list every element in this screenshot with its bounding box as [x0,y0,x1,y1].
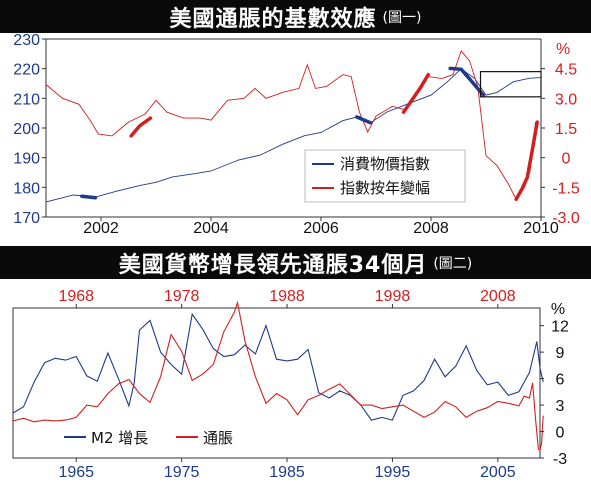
chart1-x-tick-label: 2004 [193,220,229,237]
chart2-right-axis: %12 9 6 3 0 -3 [540,301,569,468]
chart1-legend-box [304,149,466,203]
chart1-left-tick-label: 220 [13,62,40,79]
chart2-right-tick-label: -3 [553,451,567,468]
chart1-x-axis: 2002 2004 2006 2008 2010 [83,217,559,237]
chart2-x-tick-label: 2005 [480,464,516,481]
chart2-subtitle: (圖二) [433,255,473,272]
chart2-right-tick-label: 0 [556,425,565,442]
chart2-top-axis: 1968 1978 1988 1998 2008 [58,288,516,308]
chart2-series [12,300,544,451]
chart2-x-tick-label: 1985 [269,464,305,481]
chart2-right-tick-label: 3 [556,398,565,415]
chart2-x-axis: 1965 1975 1985 1995 2005 [58,458,516,481]
chart1-left-tick-label: 230 [13,33,40,49]
chart1-title: 美國通脹的基數效應 [169,6,377,32]
chart2-m2-line [12,312,544,421]
chart2-right-tick-label: 12 [551,319,569,336]
chart2-top-tick-label: 1968 [58,288,94,305]
chart1-yoy-highlight [401,72,431,114]
chart1-right-tick-label: 0 [562,151,571,168]
chart1-highlight-box [479,71,542,98]
chart2-legend-label: M2 增長 [91,429,148,447]
chart1-right-tick-label: 4.5 [555,62,577,79]
chart1-left-tick-label: 170 [13,210,40,227]
chart2-top-tick-label: 1988 [269,288,305,305]
chart1: 230 220 210 200 190 180 170 % 4.5 3.0 1.5 0 -1.5 -3.… [13,33,580,237]
chart2-inflation-line [12,300,544,451]
chart1-yoy-highlight [514,120,539,201]
chart1-x-tick-label: 2006 [303,220,339,237]
chart1-cpi-highlight [80,194,98,200]
chart2-x-tick-label: 1965 [58,464,94,481]
chart1-right-tick-label: -1.5 [552,180,580,197]
chart1-legend-label: 消費物價指數 [340,155,430,173]
chart2-title: 美國貨幣增長領先通脹34個月 [118,252,428,278]
chart1-series [45,50,542,203]
chart1-right-axis: % 4.5 3.0 1.5 0 -1.5 -3.0 [541,41,580,227]
chart1-right-tick-label: -3.0 [552,210,580,227]
chart1-x-tick-label: 2008 [413,220,449,237]
chart2-right-tick-label: 6 [556,372,565,389]
chart1-left-tick-label: 180 [13,180,40,197]
chart1-left-tick-label: 200 [13,121,40,138]
chart2-top-tick-label: 1998 [375,288,411,305]
chart2-x-tick-label: 1995 [375,464,411,481]
chart1-x-tick-label: 2010 [523,220,559,237]
chart1-cpi-highlight [448,66,486,97]
chart1-left-axis: 230 220 210 200 190 180 170 [13,33,46,227]
chart1-left-tick-label: 210 [13,91,40,108]
chart2-right-unit: % [551,301,565,318]
chart1-subtitle: (圖一) [382,9,422,26]
chart2-legend: M2 增長 通脹 [58,423,258,449]
chart2-top-tick-label: 1978 [164,288,200,305]
chart1-x-tick-label: 2002 [83,220,119,237]
chart1-right-tick-label: 3.0 [555,91,577,108]
chart2-top-tick-label: 2008 [480,288,516,305]
chart2-legend-label: 通脹 [203,429,233,447]
chart1-right-unit: % [556,41,570,58]
chart2-header: 美國貨幣增長領先通脹34個月 (圖二) [0,246,591,279]
chart2-right-tick-label: 9 [556,345,565,362]
chart1-cpi-highlight [355,115,373,125]
chart2-x-tick-label: 1975 [164,464,200,481]
chart1-legend-label: 指數按年變幅 [340,179,430,197]
chart2-legend-box [58,423,258,449]
chart1-right-tick-label: 1.5 [555,121,577,138]
chart1-left-tick-label: 190 [13,151,40,168]
chart1-header: 美國通脹的基數效應 (圖一) [0,0,591,33]
chart1-yoy-highlight [129,116,153,138]
